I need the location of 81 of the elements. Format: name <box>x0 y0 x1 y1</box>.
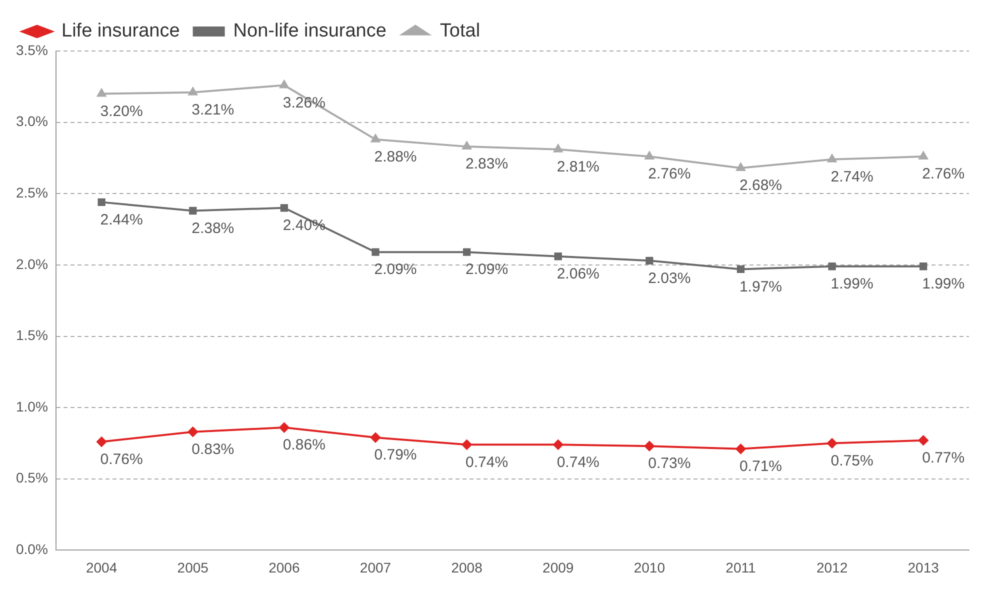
point <box>98 198 106 206</box>
data-label: 0.79% <box>374 446 417 464</box>
data-label: 2.06% <box>556 266 600 283</box>
data-label: 1.99% <box>922 276 965 293</box>
y-tick-label: 3.5% <box>16 42 48 58</box>
data-label: 2.76% <box>648 166 691 183</box>
y-tick-label: 3.0% <box>16 113 48 130</box>
data-label: 0.77% <box>922 450 965 467</box>
point <box>554 144 563 152</box>
point <box>827 438 838 448</box>
point <box>644 441 654 452</box>
data-label: 2.44% <box>100 211 143 228</box>
x-tick-label: 2011 <box>726 559 756 576</box>
y-tick-label: 0.5% <box>16 470 48 486</box>
point <box>736 265 745 274</box>
data-label: 0.71% <box>739 458 782 476</box>
data-label: 2.09% <box>466 261 508 278</box>
x-tick-label: 2006 <box>268 559 300 576</box>
data-label: 2.83% <box>466 156 508 173</box>
point <box>644 152 654 160</box>
x-tick-label: 2010 <box>634 559 666 576</box>
x-tick-label: 2012 <box>816 559 848 576</box>
point <box>462 440 472 450</box>
x-tick-label: 2009 <box>542 559 574 576</box>
point <box>188 87 198 96</box>
point <box>279 422 290 433</box>
point <box>828 154 836 162</box>
y-tick-label: 2.5% <box>16 184 48 200</box>
x-tick-label: 2004 <box>86 559 118 576</box>
point <box>372 248 380 256</box>
data-label: 2.38% <box>192 220 234 237</box>
point <box>189 206 197 215</box>
data-label: 2.09% <box>374 261 417 278</box>
data-label: 2.03% <box>648 270 691 287</box>
data-label: 3.20% <box>100 102 143 120</box>
data-label: 2.40% <box>282 217 326 234</box>
point <box>918 152 928 160</box>
legend-label: Life insurance <box>62 20 180 42</box>
point <box>736 444 746 454</box>
data-label: 0.83% <box>192 440 234 458</box>
y-tick-label: 2.0% <box>16 256 48 272</box>
point <box>462 248 471 256</box>
data-label: 0.76% <box>100 450 143 468</box>
point <box>371 134 380 142</box>
point <box>280 80 289 88</box>
data-label: 0.75% <box>830 452 874 470</box>
data-label: 3.21% <box>192 102 234 119</box>
data-label: 0.86% <box>282 436 326 454</box>
y-tick-label: 1.5% <box>16 327 48 344</box>
data-label: 2.81% <box>556 158 600 176</box>
data-label: 1.99% <box>830 276 874 293</box>
x-tick-label: 2005 <box>177 559 209 576</box>
point <box>370 432 380 443</box>
data-label: 2.76% <box>922 166 965 183</box>
legend-label: Non-life insurance <box>233 20 386 42</box>
data-label: 3.26% <box>282 94 326 112</box>
data-label: 1.97% <box>739 278 782 296</box>
x-tick-label: 2008 <box>451 559 483 576</box>
point <box>646 256 654 264</box>
point <box>736 162 746 171</box>
data-label: 0.74% <box>556 454 600 471</box>
point <box>553 440 564 450</box>
data-label: 2.74% <box>830 168 874 186</box>
point <box>96 436 107 447</box>
data-label: 2.88% <box>374 148 417 166</box>
data-label: 0.73% <box>648 455 691 472</box>
y-tick-label: 0.0% <box>16 541 48 558</box>
x-tick-label: 2007 <box>360 559 392 576</box>
point <box>920 262 928 270</box>
point <box>554 252 562 260</box>
point <box>280 204 288 212</box>
point <box>462 142 472 150</box>
point <box>97 88 106 97</box>
point <box>188 426 198 437</box>
x-tick-label: 2013 <box>908 559 940 576</box>
y-tick-label: 1.0% <box>16 398 48 414</box>
legend-label: Total <box>440 20 480 42</box>
data-label: 2.68% <box>739 177 782 194</box>
point <box>918 435 928 446</box>
data-label: 0.74% <box>466 454 508 471</box>
point <box>828 262 836 270</box>
